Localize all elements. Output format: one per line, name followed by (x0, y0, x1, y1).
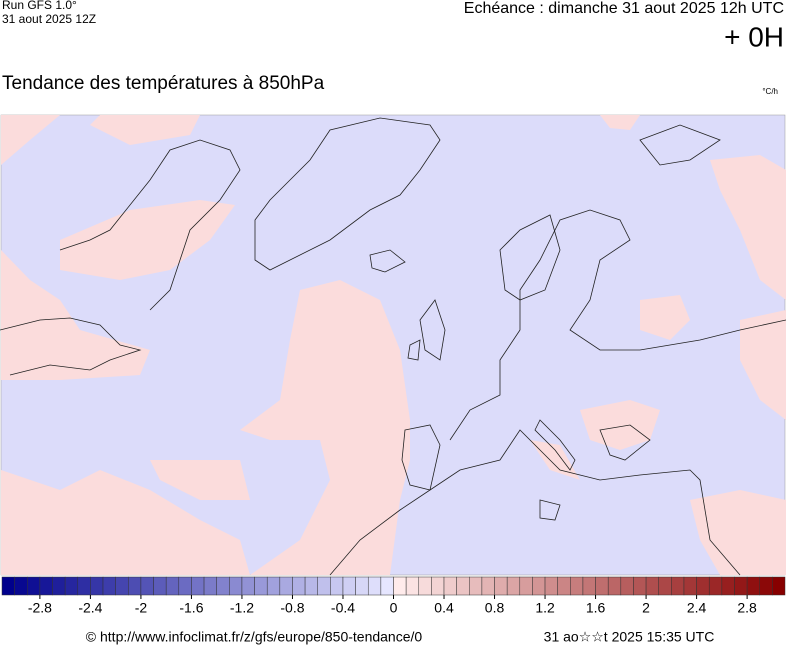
tick-label: -2.8 (28, 600, 52, 616)
color-swatch (519, 576, 533, 596)
color-swatch (39, 576, 53, 596)
color-swatch (683, 576, 697, 596)
tick-label: 1.6 (586, 600, 606, 616)
color-swatch (481, 576, 495, 596)
tick-label: -2 (135, 600, 148, 616)
color-swatch (645, 576, 659, 596)
color-swatch (241, 576, 255, 596)
color-swatch (203, 576, 217, 596)
color-swatch (292, 576, 306, 596)
color-swatch (557, 576, 571, 596)
color-swatch (469, 576, 483, 596)
color-swatch (304, 576, 318, 596)
color-swatch (582, 576, 596, 596)
generated-time: 31 ao☆☆t 2025 15:35 UTC (544, 629, 715, 645)
source-url: © http://www.infoclimat.fr/z/gfs/europe/… (86, 629, 423, 645)
color-swatch (595, 576, 609, 596)
color-swatch (102, 576, 116, 596)
color-swatch (216, 576, 230, 596)
forecast-offset: + 0H (724, 21, 784, 52)
color-swatch (178, 576, 192, 596)
color-swatch (254, 576, 268, 596)
tick-label: 1.2 (535, 600, 555, 616)
color-swatch (128, 576, 142, 596)
color-swatch (393, 576, 407, 596)
color-swatch (27, 576, 41, 596)
color-swatch (570, 576, 584, 596)
tick-label: -0.4 (331, 600, 355, 616)
color-swatch (708, 576, 723, 596)
color-swatch (191, 576, 205, 596)
tick-label: -1.6 (179, 600, 203, 616)
tick-label: -2.4 (78, 600, 102, 616)
color-swatch (721, 576, 735, 596)
color-swatch (330, 576, 344, 596)
color-swatch (506, 576, 521, 596)
color-swatch (544, 576, 558, 596)
color-swatch (64, 576, 79, 596)
color-swatch (367, 576, 382, 596)
color-swatch (759, 576, 773, 596)
unit: °C/h (762, 87, 778, 96)
color-swatch (734, 576, 748, 596)
tick-label: 2.8 (737, 600, 757, 616)
tick-label: -1.2 (230, 600, 254, 616)
color-swatch (620, 576, 634, 596)
color-swatch (1, 576, 15, 596)
map-title: Tendance des températures à 850hPa (2, 73, 325, 94)
color-swatch (115, 576, 129, 596)
color-swatch (279, 576, 293, 596)
color-swatch (633, 576, 647, 596)
run-label: Run GFS 1.0° (2, 0, 77, 12)
tick-label: -0.8 (280, 600, 304, 616)
color-swatch (532, 576, 546, 596)
tick-label: 0.4 (434, 600, 454, 616)
color-swatch (380, 576, 394, 596)
color-swatch (418, 576, 432, 596)
color-swatch (355, 576, 369, 596)
color-swatch (431, 576, 445, 596)
valid-time: Echéance : dimanche 31 aout 2025 12h UTC (464, 0, 784, 17)
color-swatch (229, 576, 243, 596)
colorbar: -2.8 -2.4 -2 -1.6 -1.2 -0.8 -0.4 0 0.4 0.8 1.2 1.6 2… (1, 576, 786, 616)
map (0, 114, 786, 576)
color-swatch (405, 576, 420, 596)
color-swatch (77, 576, 91, 596)
color-swatch (696, 576, 710, 596)
color-swatch (746, 576, 760, 596)
color-swatch (14, 576, 28, 596)
color-swatch (772, 576, 786, 596)
color-swatch (443, 576, 457, 596)
color-swatch (266, 576, 281, 596)
color-swatch (671, 576, 685, 596)
color-swatch (140, 576, 154, 596)
tick-label: 0.8 (485, 600, 505, 616)
color-swatch (317, 576, 331, 596)
tick-label: 0 (390, 600, 398, 616)
color-swatch (456, 576, 470, 596)
run-date: 31 aout 2025 12Z (2, 12, 96, 26)
color-swatch (153, 576, 167, 596)
color-swatch (165, 576, 180, 596)
color-swatch (90, 576, 104, 596)
tick-label: 2 (642, 600, 650, 616)
color-swatch (494, 576, 508, 596)
color-swatch (52, 576, 66, 596)
color-swatch (658, 576, 672, 596)
tick-label: 2.4 (687, 600, 707, 616)
color-swatch (342, 576, 356, 596)
color-swatch (607, 576, 622, 596)
